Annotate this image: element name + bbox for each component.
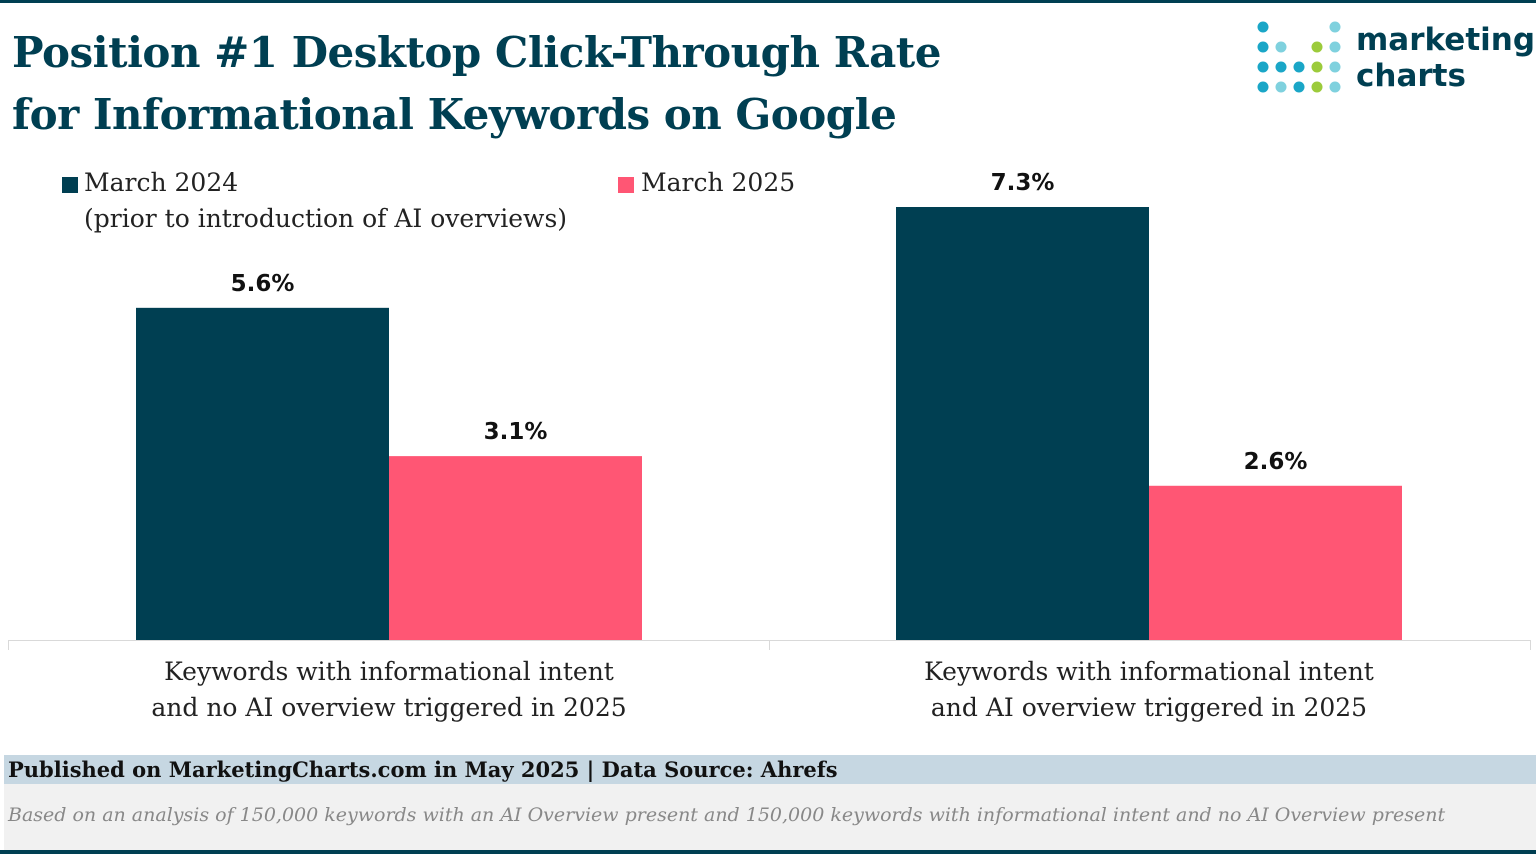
bar-march-2025-cat1	[389, 456, 642, 640]
logo-dot	[1311, 41, 1323, 53]
bar-value-label: 2.6%	[1244, 449, 1308, 475]
logo-dots-icon	[1257, 21, 1341, 93]
category-label: and AI overview triggered in 2025	[931, 693, 1367, 722]
bar-march-2025-cat2	[1149, 485, 1402, 640]
logo-dot	[1293, 61, 1305, 73]
chart-title-line1: Position #1 Desktop Click-Through Rate	[12, 28, 941, 77]
chart-title-line2: for Informational Keywords on Google	[12, 90, 897, 139]
logo-text: marketing charts	[1356, 22, 1535, 94]
logo-dot	[1311, 61, 1323, 73]
legend-label-march-2024: March 2024	[84, 168, 239, 197]
footer-published: Published on MarketingCharts.com in May …	[8, 757, 838, 782]
marketing-charts-logo: marketing charts	[1256, 20, 1535, 96]
bar-value-label: 3.1%	[484, 419, 548, 445]
logo-dot	[1257, 61, 1269, 73]
logo-dot	[1329, 21, 1341, 33]
footer-band	[4, 755, 1536, 784]
logo-dot	[1329, 61, 1341, 73]
legend-swatch-march-2024	[62, 177, 78, 193]
footer-note: Based on an analysis of 150,000 keywords…	[8, 804, 1446, 826]
footer-note-band	[4, 784, 1536, 850]
logo-dot	[1257, 21, 1269, 33]
bar-value-label: 5.6%	[231, 271, 295, 297]
bar-march-2024-cat2	[896, 207, 1149, 640]
category-label: Keywords with informational intent	[164, 657, 614, 686]
logo-dot	[1329, 81, 1341, 93]
logo-text-line2: charts	[1356, 58, 1466, 94]
logo-dot	[1257, 81, 1269, 93]
logo-dot	[1275, 61, 1287, 73]
bar-chart: 5.6% 3.1% Keywords with informational inte…	[8, 170, 1531, 722]
bar-value-label: 7.3%	[991, 170, 1055, 196]
logo-dot	[1293, 81, 1305, 93]
bar-march-2024-cat1	[136, 307, 389, 640]
legend-note-march-2024: (prior to introduction of AI overviews)	[84, 204, 568, 233]
logo-dot	[1275, 41, 1287, 53]
logo-dot	[1257, 41, 1269, 53]
logo-text-line1: marketing	[1356, 22, 1536, 58]
logo-dot	[1275, 81, 1287, 93]
logo-dot	[1311, 81, 1323, 93]
category-label: and no AI overview triggered in 2025	[151, 693, 626, 722]
chart-title: Position #1 Desktop Click-Through Rate f…	[12, 22, 1012, 146]
bottom-rule	[0, 850, 1536, 854]
legend-label-march-2025: March 2025	[641, 168, 796, 197]
category-label: Keywords with informational intent	[924, 657, 1374, 686]
top-rule	[0, 0, 1536, 3]
legend-swatch-march-2025	[618, 177, 634, 193]
logo-dot	[1329, 41, 1341, 53]
